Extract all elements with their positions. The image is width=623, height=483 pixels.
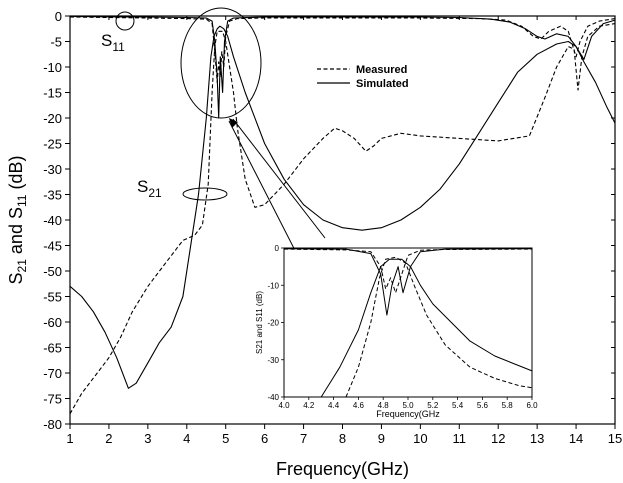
series-line-1 [69, 25, 616, 389]
inset-x-tick-label: 4.6 [353, 401, 365, 410]
y-axis-title-part: (dB) [6, 156, 26, 195]
inset-y-axis-title: S21 and S11 (dB) [255, 291, 264, 354]
s21-label: S21 [137, 177, 162, 200]
y-tick-label: -40 [43, 213, 62, 228]
series-line-2 [69, 16, 616, 83]
y-axis-title-part: and S [6, 207, 26, 259]
x-axis-title: Frequency(GHz) [276, 459, 409, 479]
x-tick-label: 15 [608, 431, 622, 446]
inset-x-tick-label: 4.4 [328, 401, 340, 410]
s11-label-sub: 11 [112, 40, 125, 54]
inset-x-tick-label: 5.4 [452, 401, 464, 410]
y-axis-title-sub: 21 [15, 259, 29, 273]
y-axis-title-sub: 11 [15, 194, 29, 207]
inset-y-tick-label: -40 [267, 393, 279, 402]
inset-series-line-3 [283, 248, 533, 316]
zoom-arrow-line [232, 118, 326, 239]
inset-x-tick-label: 5.6 [477, 401, 489, 410]
y-axis-title-part: S [6, 272, 26, 284]
y-tick-label: -5 [50, 35, 62, 50]
inset-x-tick-label: 4.0 [278, 401, 290, 410]
inset-x-tick-label: 5.0 [402, 401, 414, 410]
s21-label-main: S [137, 177, 148, 196]
y-tick-label: -70 [43, 366, 62, 381]
x-tick-label: 6 [261, 431, 268, 446]
x-tick-label: 10 [413, 431, 427, 446]
y-tick-label: -60 [43, 315, 62, 330]
y-tick-label: -50 [43, 264, 62, 279]
x-tick-label: 3 [144, 431, 151, 446]
inset-x-axis-title: Frequency(GHz [376, 409, 440, 419]
y-axis-title: S21 and S11 (dB) [6, 156, 29, 285]
inset-plot-frame [283, 247, 533, 398]
series-line-0 [69, 23, 616, 415]
x-tick-label: 12 [491, 431, 505, 446]
y-tick-label: -20 [43, 111, 62, 126]
s11-label: S11 [101, 31, 125, 54]
x-tick-label: 8 [339, 431, 346, 446]
inset-x-tick-label: 5.2 [427, 401, 439, 410]
legend-label-0: Measured [356, 64, 407, 76]
x-tick-label: 13 [530, 431, 544, 446]
x-tick-label: 4 [183, 431, 190, 446]
y-tick-label: -15 [43, 86, 62, 101]
inset-y-tick-label: -30 [267, 356, 279, 365]
inset-x-tick-label: 4.2 [303, 401, 315, 410]
y-tick-label: -10 [43, 60, 62, 75]
y-tick-label: -55 [43, 290, 62, 305]
y-tick-label: -45 [43, 239, 62, 254]
x-tick-label: 2 [105, 431, 112, 446]
s21-label-sub: 21 [148, 186, 162, 200]
y-tick-label: -35 [43, 188, 62, 203]
inset-x-tick-label: 4.8 [378, 401, 390, 410]
main-axes: 1 2 3 4 5 6 7 8 9 10 11 12 13 14 150-5-10-15-20-25-30-… [6, 9, 622, 479]
s11-label-main: S [101, 31, 112, 50]
x-tick-label: 14 [569, 431, 583, 446]
x-tick-label: 1 [66, 431, 73, 446]
x-tick-label: 5 [222, 431, 229, 446]
x-tick-label: 9 [378, 431, 385, 446]
y-tick-label: -75 [43, 392, 62, 407]
inset-series-line-0 [345, 256, 533, 398]
s21-marker-ellipse [182, 187, 228, 201]
series-line-3 [69, 15, 616, 119]
s11-marker-circle [115, 11, 135, 31]
main-series [69, 15, 616, 415]
legend: Measured Simulated [317, 64, 409, 90]
y-tick-label: -30 [43, 162, 62, 177]
inset-y-tick-label: -20 [267, 319, 279, 328]
x-tick-label: 11 [453, 431, 467, 446]
y-tick-label: 0 [55, 9, 62, 24]
zoom-guide-line [228, 120, 306, 271]
y-tick-label: -65 [43, 341, 62, 356]
zoom-ellipse [180, 7, 262, 119]
y-tick-label: -25 [43, 137, 62, 152]
inset-y-tick-label: 0 [275, 244, 280, 253]
legend-label-1: Simulated [356, 78, 409, 90]
zoom-arrow-head [229, 118, 238, 128]
x-tick-label: 7 [300, 431, 307, 446]
inset-y-tick-label: -10 [267, 281, 279, 290]
inset-chart: 4.0 4.2 4.4 4.6 4.8 5.0 5.2 5.4 5.6 5.8 6.0 0 -10 -20… [255, 244, 538, 419]
inset-x-tick-label: 6.0 [526, 401, 538, 410]
y-tick-label: -80 [43, 417, 62, 432]
inset-x-tick-label: 5.8 [502, 401, 514, 410]
